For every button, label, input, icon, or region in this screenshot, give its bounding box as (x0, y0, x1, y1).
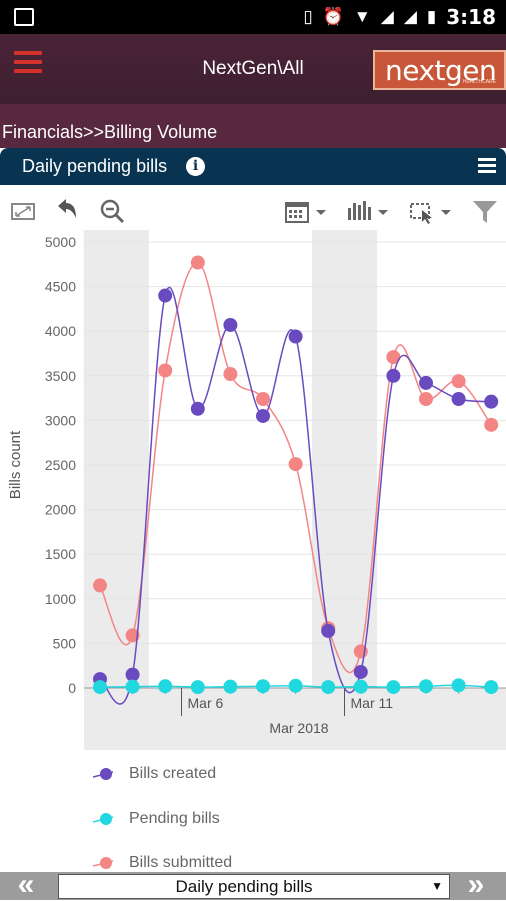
pending-bills-point (288, 678, 303, 693)
chart-toolbar (0, 192, 506, 232)
clock: 3:18 (446, 5, 496, 29)
y-tick-label: 4500 (45, 279, 76, 295)
pending-bills-point (190, 680, 205, 695)
logo-tagline: HEALTHCARE (462, 79, 496, 85)
breadcrumb: Financials>>Billing Volume (2, 122, 218, 142)
signal-icon: ◢ (380, 7, 394, 26)
bills-created-point (158, 288, 173, 303)
y-tick-label: 0 (68, 680, 76, 696)
app-bar: NextGen\All nextgen HEALTHCARE (0, 34, 506, 104)
bills-created-point (484, 394, 499, 409)
pending-bills-point (451, 678, 466, 693)
battery-icon: ▮ (426, 7, 437, 26)
bills-created-point (419, 375, 433, 390)
legend-marker (93, 768, 114, 780)
calendar-dropdown-icon[interactable] (283, 192, 331, 226)
alarm-icon: ⏰ (322, 7, 344, 26)
y-tick-label: 1000 (45, 591, 76, 607)
pending-bills-point (419, 679, 433, 694)
bills-created-point (353, 664, 368, 679)
breadcrumb-bar: Financials>>Billing Volume (0, 104, 506, 148)
y-axis-title: Bills count (7, 430, 24, 499)
panel-menu-icon[interactable] (478, 158, 496, 174)
chart-svg: 0 500 1000 1500 2000 2500 3000 3500 4000 4500 5000… (7, 230, 506, 750)
y-tick-label: 1500 (45, 546, 76, 562)
bottom-navigation: « Daily pending bills ▼ » (0, 868, 506, 901)
pending-bills-point (223, 679, 238, 694)
bills-submitted-point (93, 578, 107, 593)
bills-submitted-point (386, 350, 401, 365)
expand-icon[interactable] (8, 192, 38, 226)
app-title: NextGen\All (202, 58, 304, 79)
bills-submitted-point (256, 391, 270, 406)
bills-created-point (451, 391, 466, 406)
weekend-band (311, 230, 378, 688)
legend-marker (93, 857, 114, 869)
undo-icon[interactable] (52, 192, 82, 226)
bills-created-point (321, 623, 336, 638)
pending-bills-point (386, 680, 401, 695)
chevron-down-icon: ▼ (431, 879, 443, 893)
signal-icon: ◢ (403, 7, 417, 26)
y-tick-label: 4000 (45, 323, 76, 339)
bills-created-point (125, 667, 140, 682)
x-axis-band (84, 688, 506, 750)
pending-bills-point (484, 680, 499, 695)
chart-legend: Bills created Pending bills Bills submit… (0, 755, 506, 875)
filter-icon[interactable] (470, 192, 500, 226)
pending-bills-point (256, 679, 270, 694)
pending-bills-point (353, 679, 368, 694)
bar-chart-dropdown-icon[interactable] (345, 192, 393, 226)
logo-wordmark: nextgen (385, 54, 497, 87)
y-tick-label: 5000 (45, 234, 76, 250)
bills-created-point (223, 317, 238, 332)
vibrate-icon: ▯ (303, 7, 313, 26)
status-bar: ▯ ⏰ ▼ ◢ ◢ ▮ 3:18 (0, 0, 506, 34)
panel-header: Daily pending bills i (0, 148, 506, 185)
bills-submitted-point (419, 391, 433, 406)
x-tick-label: Mar 6 (188, 695, 224, 711)
bills-submitted-point (223, 367, 238, 382)
nextgen-logo: nextgen HEALTHCARE (373, 50, 506, 90)
next-chart-button[interactable]: » (467, 868, 485, 901)
y-tick-label: 500 (53, 635, 77, 651)
status-icons: ▯ ⏰ ▼ ◢ ◢ ▮ 3:18 (303, 4, 496, 30)
bills-created-point (386, 368, 401, 383)
y-tick-label: 2500 (45, 457, 76, 473)
bills-created-point (190, 401, 205, 416)
wifi-icon: ▼ (353, 7, 371, 26)
chart-select[interactable]: Daily pending bills ▼ (58, 874, 450, 899)
pending-bills-point (158, 679, 173, 694)
info-icon[interactable]: i (186, 157, 205, 176)
chart-select-value: Daily pending bills (175, 877, 313, 896)
bills-created-point (288, 329, 303, 344)
pending-bills-point (321, 680, 336, 695)
bills-submitted-point (190, 255, 205, 270)
bills-submitted-point (451, 374, 466, 389)
pending-bills-point (125, 679, 140, 694)
bills-submitted-point (288, 457, 303, 472)
legend-label: Bills submitted (129, 854, 233, 871)
pending-bills-point (93, 680, 107, 695)
menu-icon[interactable] (14, 51, 42, 73)
zoom-out-icon[interactable] (97, 192, 127, 226)
y-tick-label: 3000 (45, 412, 76, 428)
image-icon (14, 8, 34, 26)
previous-chart-button[interactable]: « (17, 868, 35, 901)
bills-created-point (256, 408, 270, 423)
line-chart: 0 500 1000 1500 2000 2500 3000 3500 4000 4500 5000… (0, 230, 506, 755)
x-tick-label: Mar 11 (351, 695, 394, 711)
x-group-label: Mar 2018 (269, 720, 328, 736)
legend-marker (93, 813, 114, 825)
selection-dropdown-icon[interactable] (408, 192, 456, 226)
bills-submitted-point (484, 417, 499, 432)
legend-label: Pending bills (129, 810, 220, 827)
bills-created-line (99, 286, 492, 705)
legend-label: Bills created (129, 765, 217, 782)
bills-submitted-point (158, 363, 173, 378)
panel-title: Daily pending bills (22, 156, 168, 176)
y-tick-label: 3500 (45, 368, 76, 384)
y-tick-label: 2000 (45, 502, 76, 518)
